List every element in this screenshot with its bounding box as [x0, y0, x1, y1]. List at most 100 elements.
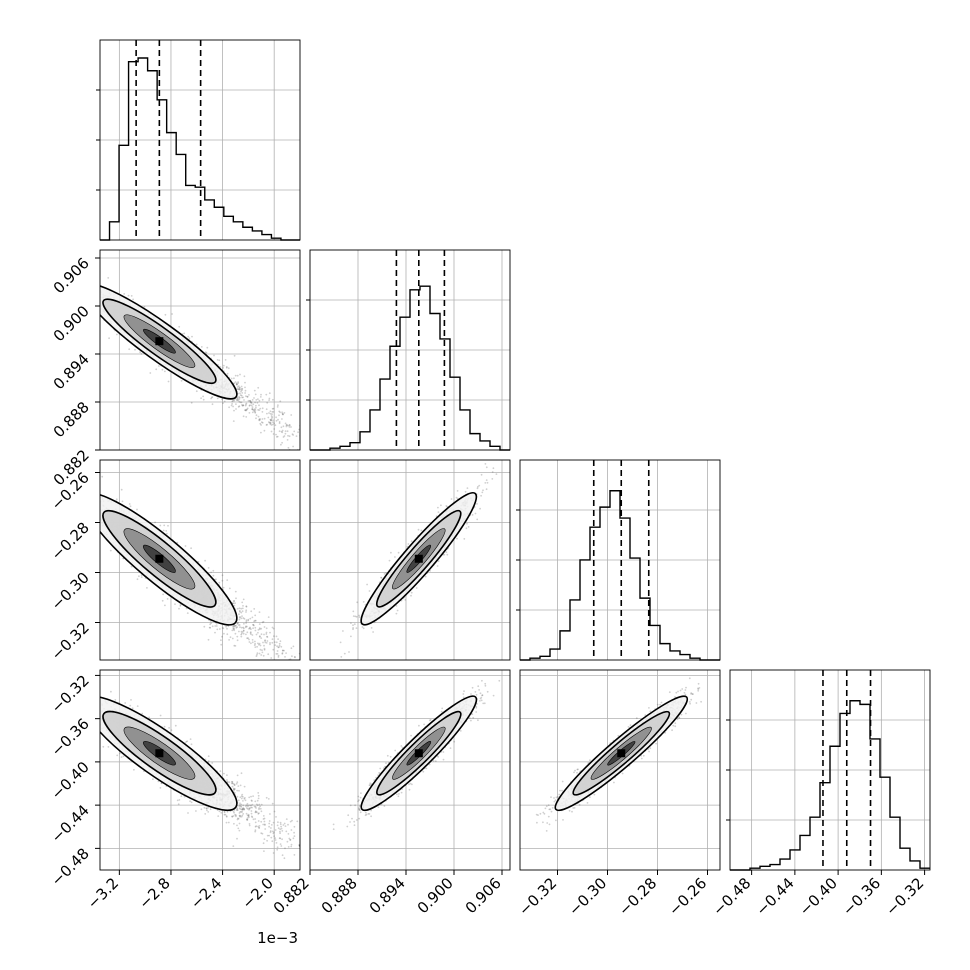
sample-point — [254, 619, 256, 622]
sample-point — [277, 404, 279, 407]
sample-point — [233, 600, 236, 602]
sample-point — [97, 296, 99, 298]
sample-point — [226, 633, 229, 636]
sample-point — [165, 530, 168, 532]
sample-point — [245, 408, 248, 411]
sample-point — [324, 442, 326, 444]
sample-point — [68, 295, 70, 297]
sample-point — [270, 419, 272, 421]
sample-point — [272, 433, 275, 435]
sample-point — [241, 392, 244, 394]
sample-point — [269, 642, 271, 644]
sample-point — [234, 625, 237, 627]
sample-point — [288, 424, 291, 426]
sample-point — [269, 631, 271, 634]
sample-point — [254, 614, 257, 617]
sample-point — [221, 579, 224, 582]
sample-point — [202, 398, 205, 401]
sample-point — [128, 348, 131, 351]
sample-point — [88, 294, 90, 296]
sample-point — [128, 503, 131, 505]
sample-point — [234, 374, 237, 377]
sample-point — [332, 451, 334, 453]
sample-point — [190, 547, 193, 550]
sample-point — [108, 337, 110, 340]
sample-point — [236, 397, 239, 400]
sample-point — [210, 622, 213, 625]
sample-point — [239, 386, 241, 389]
sample-point — [255, 404, 257, 407]
sample-point — [216, 397, 219, 400]
sample-point — [305, 439, 307, 441]
sample-point — [241, 404, 244, 407]
sample-point — [271, 411, 274, 413]
sample-point — [253, 624, 255, 627]
sample-point — [244, 392, 247, 394]
sample-point — [258, 628, 261, 631]
sample-point — [230, 377, 233, 380]
sample-point — [245, 609, 248, 612]
sample-point — [239, 373, 241, 376]
sample-point — [260, 633, 263, 636]
sample-point — [276, 406, 279, 408]
sample-point — [188, 337, 191, 340]
sample-point — [283, 453, 285, 455]
sample-point — [237, 621, 239, 624]
sample-point — [259, 648, 262, 651]
sample-point — [242, 415, 245, 418]
sample-point — [282, 667, 284, 669]
sample-point — [251, 408, 254, 410]
sample-point — [251, 634, 254, 636]
sample-point — [374, 727, 376, 729]
sample-point — [258, 419, 261, 422]
sample-point — [265, 642, 268, 644]
sample-point — [234, 645, 237, 647]
sample-point — [280, 430, 283, 433]
sample-point — [269, 421, 272, 424]
sample-point — [236, 374, 239, 377]
sample-point — [236, 639, 239, 642]
sample-point — [292, 445, 294, 448]
sample-point — [211, 625, 214, 628]
sample-point — [98, 308, 100, 310]
sample-point — [335, 473, 337, 475]
sample-point — [167, 524, 169, 527]
sample-point — [88, 510, 90, 512]
sample-point — [230, 404, 233, 407]
sample-point — [236, 623, 239, 625]
sample-point — [84, 513, 86, 515]
sample-point — [258, 652, 261, 655]
sample-point — [97, 304, 99, 306]
sample-point — [234, 590, 237, 593]
sample-point — [249, 626, 251, 629]
sample-point — [258, 399, 261, 402]
sample-point — [272, 627, 275, 630]
sample-point — [247, 619, 250, 622]
sample-point — [288, 424, 291, 426]
sample-point — [91, 276, 93, 278]
sample-point — [280, 443, 282, 446]
sample-point — [87, 503, 89, 505]
sample-point — [180, 379, 183, 382]
sample-point — [228, 587, 231, 590]
sample-point — [267, 416, 270, 419]
sample-point — [235, 383, 238, 386]
sample-point — [240, 390, 242, 393]
sample-point — [94, 498, 96, 500]
sample-point — [223, 632, 225, 635]
sample-point — [369, 483, 371, 485]
sample-point — [236, 607, 239, 610]
sample-point — [342, 688, 344, 690]
sample-point — [268, 421, 271, 424]
sample-point — [306, 654, 308, 656]
sample-point — [248, 638, 250, 641]
sample-point — [207, 567, 210, 569]
sample-point — [248, 394, 250, 396]
sample-point — [92, 290, 94, 292]
sample-point — [222, 367, 225, 369]
sample-point — [232, 420, 235, 422]
sample-point — [246, 395, 249, 398]
sample-point — [233, 382, 236, 385]
sample-point — [281, 666, 283, 668]
